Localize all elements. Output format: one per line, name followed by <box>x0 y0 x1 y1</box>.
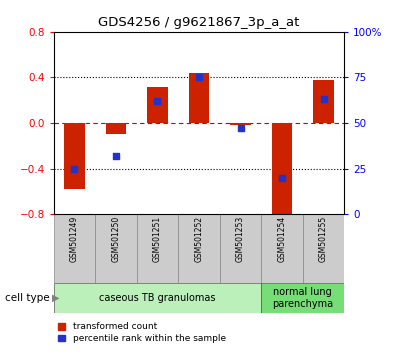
Text: GSM501254: GSM501254 <box>277 216 287 262</box>
Bar <box>261 283 344 313</box>
Bar <box>95 214 137 283</box>
Bar <box>271 123 293 214</box>
Bar <box>137 214 178 283</box>
Bar <box>178 214 220 283</box>
Bar <box>220 214 261 283</box>
Text: GSM501250: GSM501250 <box>111 216 121 262</box>
Text: caseous TB granulomas: caseous TB granulomas <box>99 293 216 303</box>
Point <box>279 175 285 181</box>
Bar <box>303 214 344 283</box>
Point <box>320 97 327 102</box>
Bar <box>189 73 209 123</box>
Text: ▶: ▶ <box>52 293 59 303</box>
Bar <box>261 214 303 283</box>
Bar <box>105 123 126 135</box>
Text: normal lung
parenchyma: normal lung parenchyma <box>272 287 334 309</box>
Legend: transformed count, percentile rank within the sample: transformed count, percentile rank withi… <box>58 322 226 343</box>
Text: GSM501252: GSM501252 <box>195 216 203 262</box>
Point <box>113 153 119 159</box>
Bar <box>64 123 85 189</box>
Point <box>71 166 78 171</box>
Point <box>196 75 202 80</box>
Bar <box>230 123 251 125</box>
Point <box>154 98 161 104</box>
Text: GSM501249: GSM501249 <box>70 216 79 262</box>
Bar <box>54 283 261 313</box>
Text: GSM501255: GSM501255 <box>319 216 328 262</box>
Title: GDS4256 / g9621867_3p_a_at: GDS4256 / g9621867_3p_a_at <box>98 16 300 29</box>
Bar <box>313 80 334 123</box>
Text: GSM501251: GSM501251 <box>153 216 162 262</box>
Text: cell type: cell type <box>5 293 50 303</box>
Point <box>237 126 244 131</box>
Bar <box>147 86 168 123</box>
Text: GSM501253: GSM501253 <box>236 216 245 262</box>
Bar <box>54 214 95 283</box>
